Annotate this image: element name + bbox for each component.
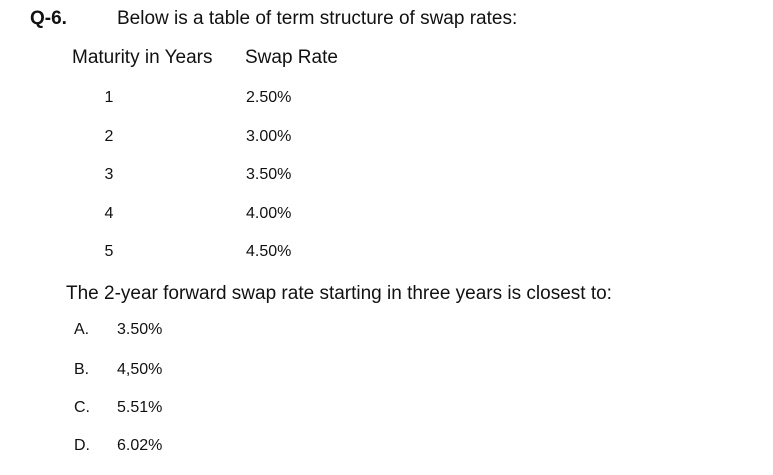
option-letter: A. <box>74 321 90 338</box>
option-text: 4,50% <box>117 361 163 378</box>
rate-cell: 4.50% <box>246 243 292 260</box>
maturity-cell: 5 <box>104 243 114 260</box>
option-text: 3.50% <box>117 321 163 338</box>
maturity-cell: 1 <box>104 89 114 106</box>
question-stem: Below is a table of term structure of sw… <box>117 8 518 29</box>
maturity-cell: 2 <box>104 128 114 145</box>
option-text: 6.02% <box>117 437 163 454</box>
option-letter: C. <box>74 399 90 416</box>
option-letter: B. <box>74 361 90 378</box>
rate-cell: 4.00% <box>246 205 292 222</box>
maturity-cell: 4 <box>104 205 114 222</box>
header-maturity: Maturity in Years <box>72 47 213 68</box>
question-prompt: The 2-year forward swap rate starting in… <box>66 283 612 304</box>
maturity-cell: 3 <box>104 166 114 183</box>
question-number: Q-6. <box>30 8 67 29</box>
option-letter: D. <box>74 437 90 454</box>
option-text: 5.51% <box>117 399 163 416</box>
header-swap-rate: Swap Rate <box>245 47 338 68</box>
rate-cell: 3.50% <box>246 166 292 183</box>
rate-cell: 2.50% <box>246 89 292 106</box>
rate-cell: 3.00% <box>246 128 292 145</box>
